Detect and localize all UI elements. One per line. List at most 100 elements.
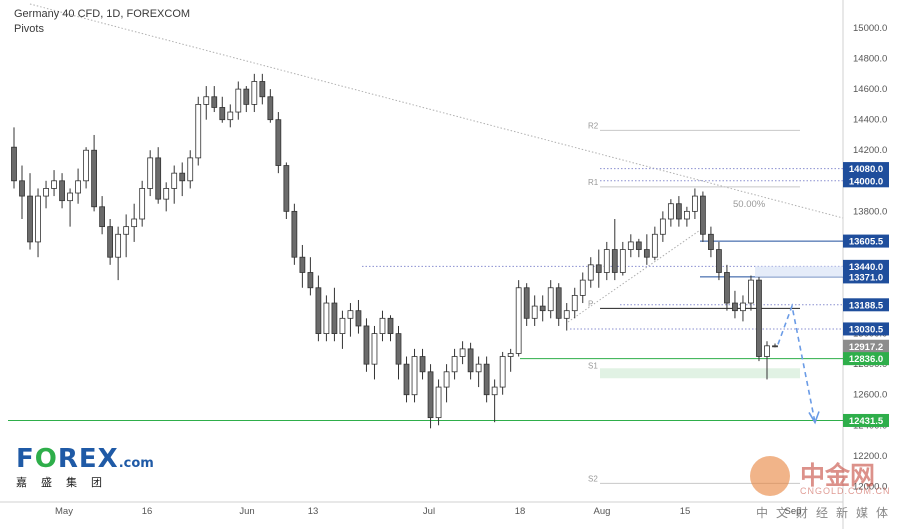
x-tick-label: Sep: [785, 506, 802, 517]
level-label: 12836.0: [849, 354, 883, 365]
level-label: 13371.0: [849, 272, 883, 283]
candle: [99, 206, 105, 228]
candle: [427, 371, 434, 419]
level-label-box: [843, 174, 889, 188]
level-label-box: [843, 259, 889, 273]
candle: [619, 249, 626, 273]
candle: [539, 305, 546, 312]
candle: [163, 188, 170, 200]
level-label-box: [843, 339, 889, 353]
watermark-emblem-icon: [750, 456, 790, 496]
candle: [555, 287, 562, 319]
candle: [43, 188, 49, 197]
candle: [708, 233, 714, 250]
candle: [740, 302, 746, 312]
level-label: 13440.0: [849, 262, 883, 273]
candle: [467, 348, 474, 373]
candle: [603, 249, 610, 273]
y-tick-label: 12200.0: [853, 451, 887, 462]
candle: [659, 218, 666, 235]
candle: [307, 272, 314, 289]
candle: [451, 356, 458, 373]
logo-chinese: 嘉盛集团: [16, 476, 116, 489]
candle: [155, 157, 162, 200]
candle: [171, 172, 178, 189]
level-label-box: [843, 322, 889, 336]
level-label-box: [843, 298, 889, 312]
candle: [363, 325, 370, 365]
candle: [83, 149, 89, 182]
candle: [243, 88, 250, 105]
x-tick-label: 16: [142, 506, 153, 517]
y-tick-label: 14600.0: [853, 84, 887, 95]
candle: [115, 233, 122, 258]
candle: [75, 180, 81, 194]
candle: [219, 107, 226, 121]
indicator-label: Pivots: [14, 23, 44, 35]
candle: [443, 371, 450, 388]
candle: [355, 310, 362, 327]
fib-label: 50.00%: [733, 199, 766, 210]
pivot-label-s1: S1: [588, 361, 598, 370]
candle: [756, 279, 762, 357]
candle: [635, 241, 642, 250]
candle: [235, 88, 242, 113]
candle: [531, 305, 538, 319]
candle: [59, 180, 65, 202]
candle: [195, 104, 202, 159]
candle: [579, 279, 586, 296]
candle: [651, 233, 658, 258]
y-tick-label: 14800.0: [853, 54, 887, 65]
projection-arrow: [777, 303, 816, 423]
candle: [67, 192, 73, 202]
pivot-label-r2: R2: [588, 121, 599, 130]
pivot-s1-zone: [600, 368, 800, 379]
watermark-brand: 中金网: [800, 461, 876, 490]
candle: [547, 287, 554, 312]
y-tick-label: 14400.0: [853, 115, 887, 126]
candle: [764, 345, 770, 357]
candle: [147, 157, 154, 189]
candle: [227, 111, 234, 121]
candle: [724, 272, 730, 304]
level-label: 13605.5: [849, 237, 884, 248]
candle: [419, 356, 426, 373]
candle: [187, 157, 194, 182]
candle: [11, 146, 17, 182]
candle: [259, 81, 266, 98]
candle: [139, 188, 146, 220]
candle: [667, 203, 674, 220]
candle: [732, 302, 738, 312]
candle: [772, 345, 778, 348]
candle: [27, 195, 33, 243]
candle: [700, 195, 706, 235]
candle: [131, 218, 138, 228]
y-tick-label: 14200.0: [853, 145, 887, 156]
candle: [35, 195, 41, 243]
candle: [587, 264, 594, 281]
candle: [203, 96, 210, 105]
candle: [435, 386, 442, 419]
logo-domain: .com: [118, 456, 154, 471]
candle: [491, 386, 498, 396]
candle: [347, 310, 354, 319]
candle: [571, 294, 578, 312]
forex-logo: FOREX.com 嘉盛集团: [16, 444, 154, 490]
level-label-box: [843, 270, 889, 284]
candle: [251, 81, 258, 105]
candle: [291, 210, 298, 258]
candle: [563, 310, 570, 319]
cngold-watermark: 中金网 CNGOLD.COM.CN 中文财经新媒体: [750, 456, 900, 526]
fib-diagonal: [567, 225, 707, 323]
level-label-box: [843, 352, 889, 366]
level-label-box: [843, 162, 889, 176]
level-label: 14080.0: [849, 164, 883, 175]
x-tick-label: 18: [515, 506, 526, 517]
candle: [315, 287, 322, 335]
candle: [91, 149, 97, 208]
x-tick-label: 13: [308, 506, 319, 517]
level-label: 14000.0: [849, 176, 883, 187]
candle: [371, 333, 378, 365]
